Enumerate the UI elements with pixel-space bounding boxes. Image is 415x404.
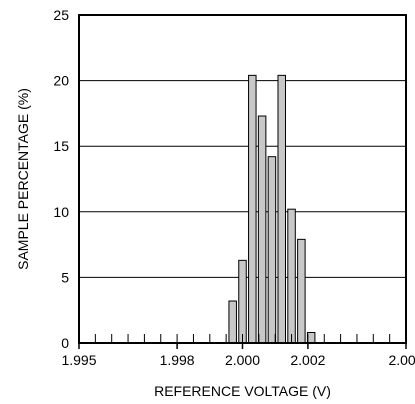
grid-lines — [79, 80, 406, 278]
y-tick-label-0: 0 — [61, 335, 69, 351]
bar-1 — [238, 259, 247, 344]
x-axis-title: REFERENCE VOLTAGE (V) — [154, 383, 331, 399]
y-tick-label-10: 10 — [53, 204, 69, 220]
axis-ticks — [78, 334, 407, 349]
x-tick-label-1.998: 1.998 — [160, 352, 195, 368]
bar-8 — [306, 332, 316, 344]
x-tick-label-2.002: 2.002 — [290, 352, 325, 368]
y-tick-label-20: 20 — [53, 73, 69, 89]
bar-2 — [248, 74, 257, 344]
y-tick-label-25: 25 — [53, 7, 69, 23]
x-tick-label-2.000: 2.000 — [225, 352, 260, 368]
tick-labels: 0 5 10 15 20 25 1.995 1.998 2.000 2.002 2.005 — [53, 7, 415, 368]
bar-4 — [267, 156, 277, 344]
bar-3 — [257, 115, 267, 344]
y-tick-label-15: 15 — [53, 138, 69, 154]
bars — [228, 74, 316, 344]
y-tick-label-5: 5 — [61, 269, 69, 285]
bar-7 — [297, 238, 306, 344]
y-axis-title: SAMPLE PERCENTAGE (%) — [15, 88, 31, 270]
bar-6 — [287, 208, 296, 344]
x-tick-label-1.995: 1.995 — [61, 352, 96, 368]
bar-0 — [228, 300, 237, 344]
x-tick-label-2.005: 2.005 — [388, 352, 415, 368]
bar-5 — [277, 74, 286, 344]
